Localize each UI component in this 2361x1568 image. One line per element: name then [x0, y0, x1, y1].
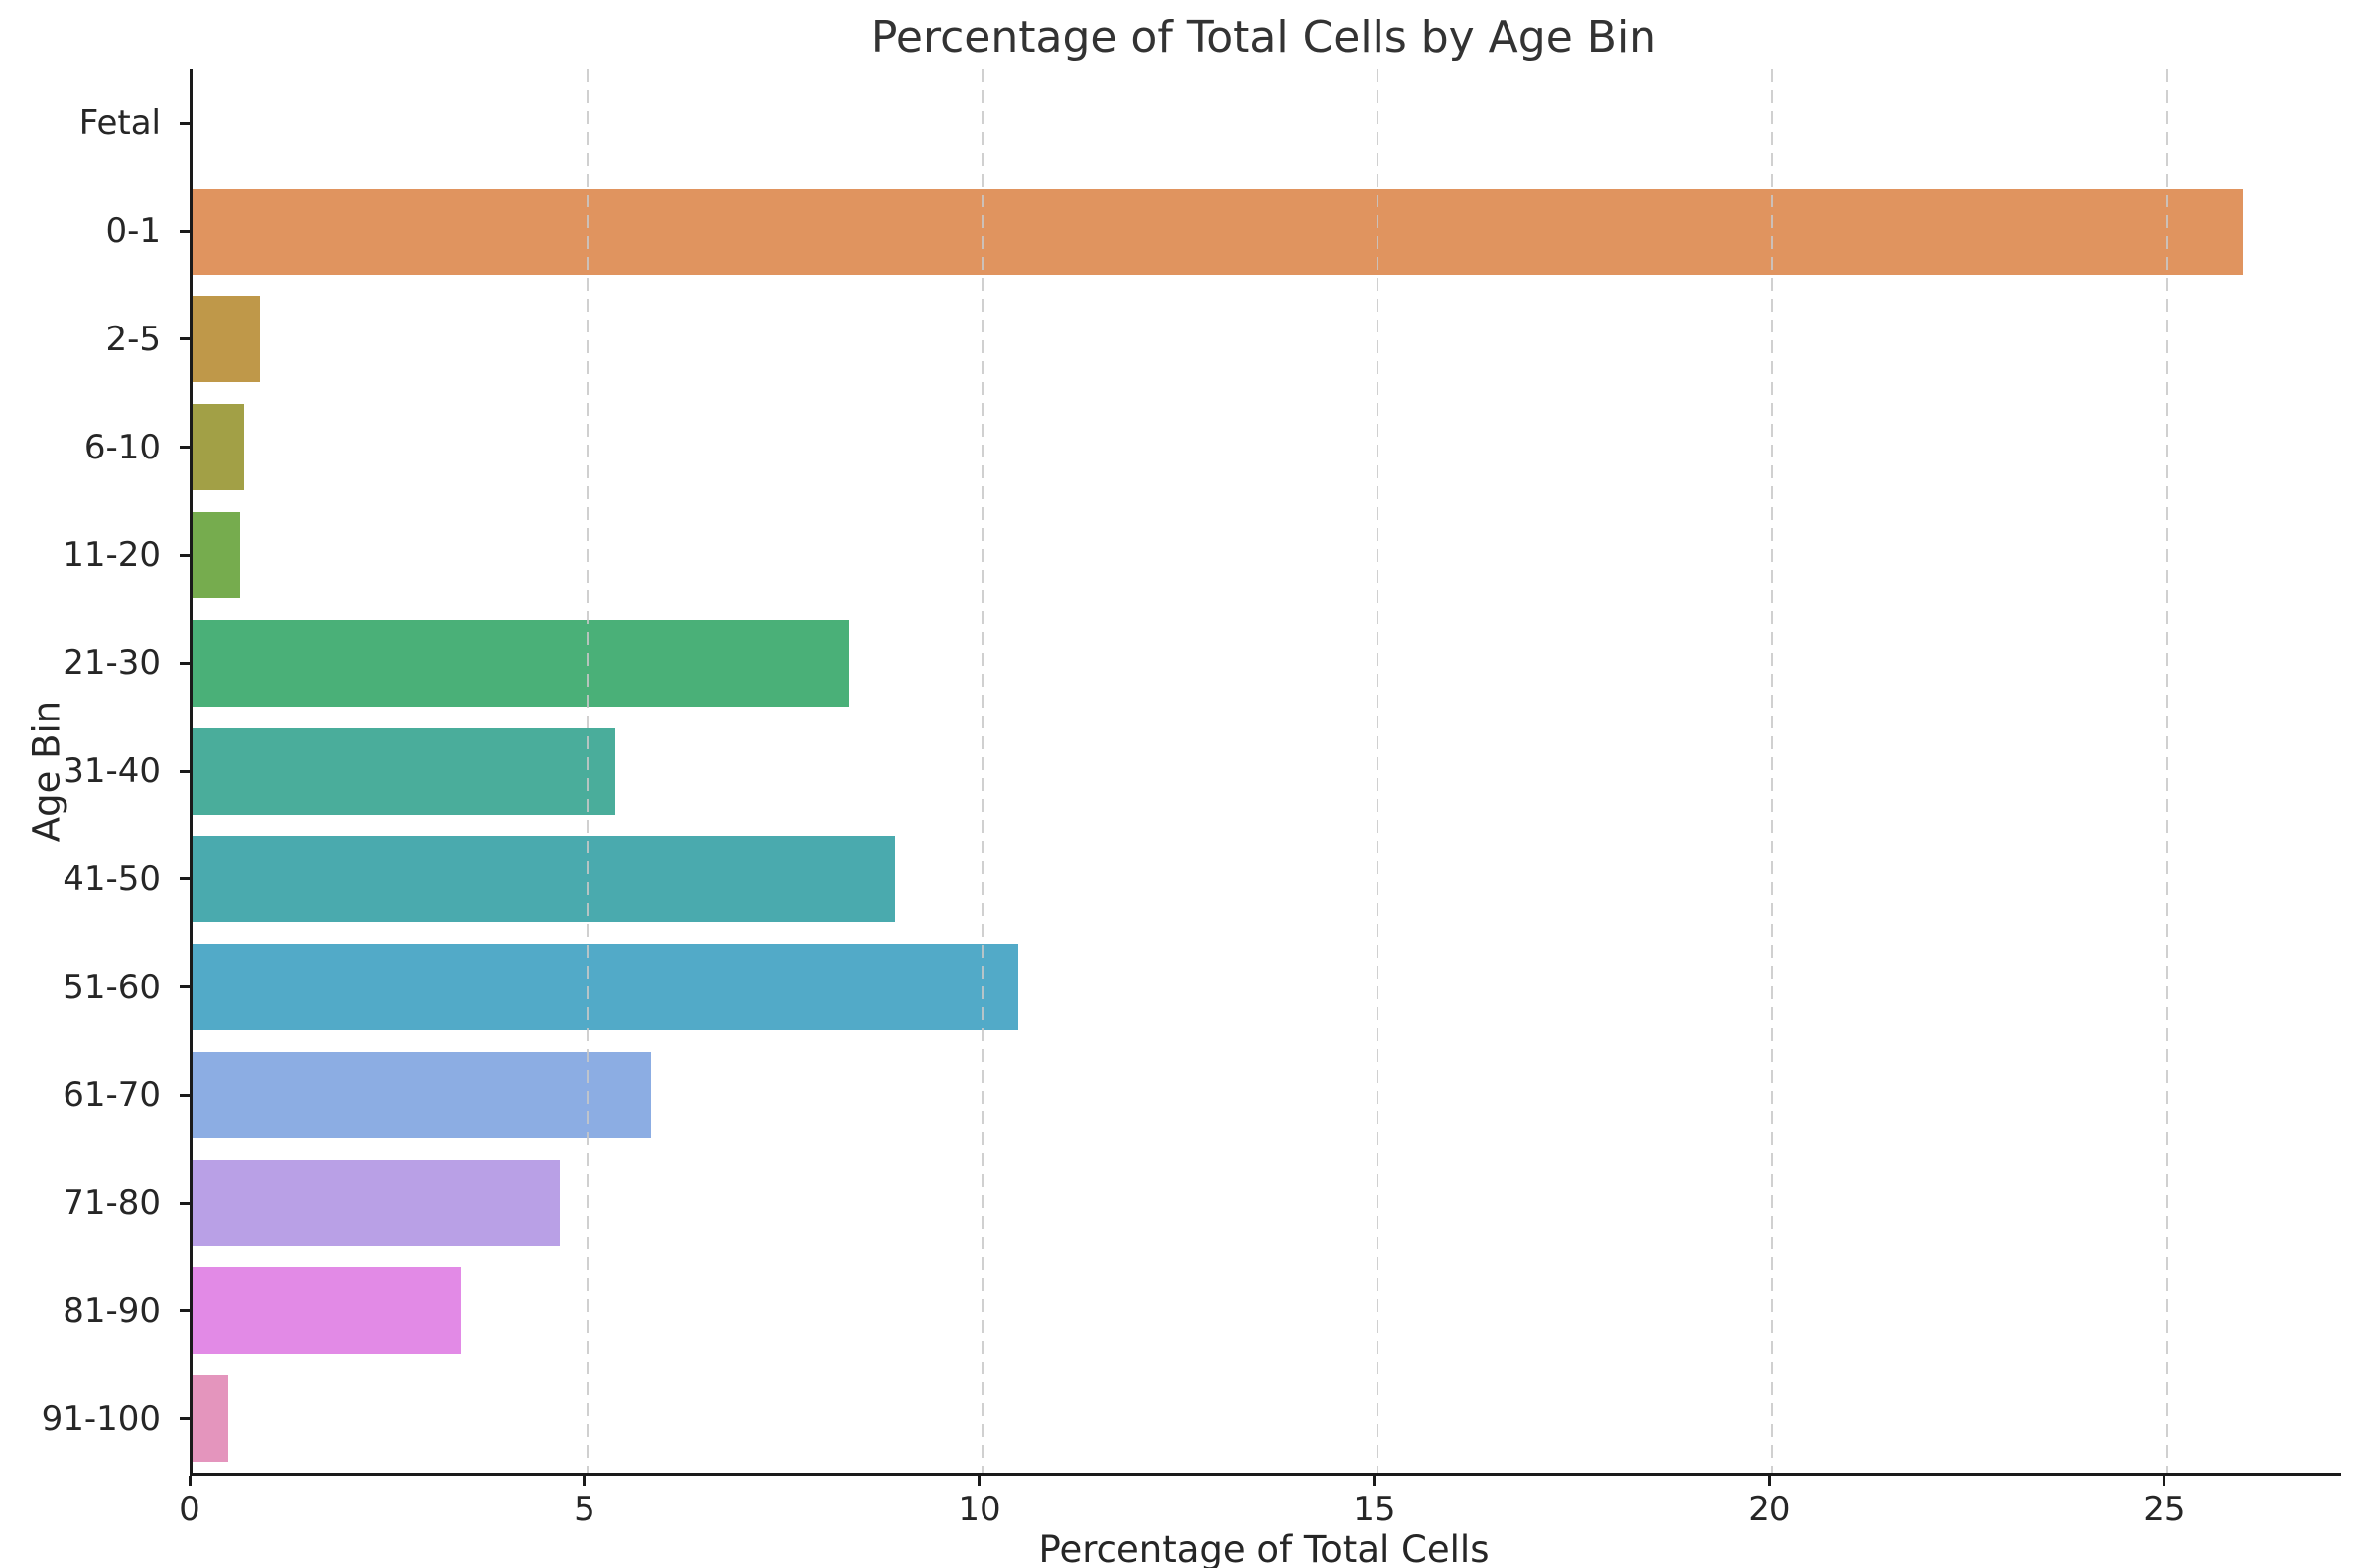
- y-tick-mark-11-20: [180, 553, 190, 557]
- y-tick-label-6-10: 6-10: [83, 427, 161, 467]
- bar-21-30: [193, 619, 849, 707]
- bar-6-10: [193, 404, 244, 491]
- plot-area: [190, 69, 2341, 1476]
- x-tick-label-25: 25: [2143, 1490, 2186, 1529]
- x-tick-label-5: 5: [574, 1490, 595, 1529]
- y-tick-label-31-40: 31-40: [63, 751, 161, 791]
- y-tick-mark-31-40: [180, 769, 190, 773]
- bar-0-1: [193, 188, 2243, 275]
- y-tick-mark-Fetal: [180, 121, 190, 125]
- y-tick-label-Fetal: Fetal: [78, 103, 161, 144]
- y-tick-mark-0-1: [180, 229, 190, 233]
- y-tick-label-81-90: 81-90: [63, 1290, 161, 1331]
- y-tick-label-2-5: 2-5: [105, 319, 161, 359]
- x-tick-mark-25: [2163, 1476, 2166, 1486]
- bar-51-60: [193, 944, 1018, 1031]
- gridline-x-5: [586, 69, 589, 1473]
- x-tick-label-20: 20: [1748, 1490, 1791, 1529]
- bar-91-100: [193, 1375, 228, 1463]
- x-tick-mark-5: [583, 1476, 587, 1486]
- y-tick-mark-6-10: [180, 446, 190, 450]
- y-tick-mark-61-70: [180, 1093, 190, 1097]
- chart-title: Percentage of Total Cells by Age Bin: [870, 12, 1657, 63]
- bar-61-70: [193, 1051, 651, 1138]
- y-tick-label-11-20: 11-20: [63, 535, 161, 576]
- y-tick-mark-41-50: [180, 877, 190, 881]
- gridline-x-20: [1771, 69, 1773, 1473]
- x-tick-label-15: 15: [1353, 1490, 1396, 1529]
- y-tick-mark-51-60: [180, 985, 190, 989]
- bar-2-5: [193, 296, 260, 383]
- x-tick-label-10: 10: [958, 1490, 1001, 1529]
- bar-81-90: [193, 1267, 461, 1355]
- y-tick-mark-71-80: [180, 1201, 190, 1205]
- gridline-x-10: [981, 69, 984, 1473]
- y-tick-label-51-60: 51-60: [63, 967, 161, 1007]
- x-tick-label-0: 0: [179, 1490, 200, 1529]
- x-tick-mark-20: [1768, 1476, 1771, 1486]
- bar-71-80: [193, 1159, 561, 1246]
- y-tick-label-41-50: 41-50: [63, 858, 161, 899]
- x-tick-mark-15: [1373, 1476, 1377, 1486]
- gridline-x-25: [2165, 69, 2168, 1473]
- bar-41-50: [193, 836, 896, 923]
- x-tick-mark-0: [188, 1476, 192, 1486]
- bar-11-20: [193, 511, 240, 598]
- x-axis-label: Percentage of Total Cells: [1038, 1528, 1490, 1568]
- y-axis-tick-labels: Fetal 0-1 2-5 6-10 11-20 21-30 31-40 41-50 51-60…: [0, 69, 175, 1473]
- y-tick-label-71-80: 71-80: [63, 1183, 161, 1224]
- y-tick-label-0-1: 0-1: [105, 211, 161, 252]
- y-tick-label-21-30: 21-30: [63, 643, 161, 684]
- y-tick-label-91-100: 91-100: [41, 1398, 161, 1439]
- y-tick-mark-2-5: [180, 337, 190, 341]
- y-tick-mark-91-100: [180, 1417, 190, 1421]
- y-tick-mark-81-90: [180, 1309, 190, 1313]
- y-tick-label-61-70: 61-70: [63, 1075, 161, 1115]
- bar-31-40: [193, 727, 615, 815]
- gridline-x-15: [1376, 69, 1378, 1473]
- x-tick-mark-10: [978, 1476, 982, 1486]
- y-tick-mark-21-30: [180, 661, 190, 665]
